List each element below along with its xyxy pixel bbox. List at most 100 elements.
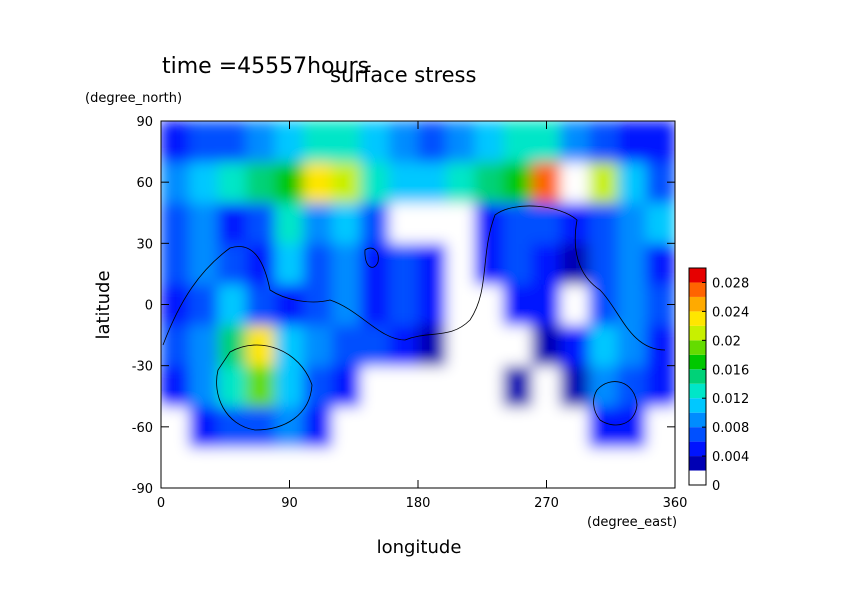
cell xyxy=(388,242,419,285)
cell xyxy=(388,161,419,204)
cell xyxy=(474,202,505,244)
cell xyxy=(503,161,533,204)
cell xyxy=(617,365,647,407)
cell xyxy=(161,121,191,163)
cell xyxy=(474,121,505,163)
cell xyxy=(588,283,619,326)
cell xyxy=(446,446,476,488)
colorbar-swatch xyxy=(689,427,706,442)
cell xyxy=(417,283,448,326)
cell xyxy=(503,242,533,285)
colorbar-swatch xyxy=(689,441,706,457)
cell xyxy=(274,324,305,367)
colorbar-tick-label: 0.028 xyxy=(712,276,749,291)
cells xyxy=(161,121,675,488)
cell xyxy=(331,283,362,326)
cell xyxy=(388,202,419,244)
cell xyxy=(474,405,505,448)
cell xyxy=(588,161,619,204)
cell xyxy=(645,121,675,163)
colorbar-swatch xyxy=(689,354,706,370)
colorbar-swatch xyxy=(689,325,706,341)
cell xyxy=(474,446,505,488)
y-tick-label: -30 xyxy=(132,360,153,375)
cell xyxy=(274,283,305,326)
cell xyxy=(417,202,448,244)
cell xyxy=(474,324,505,367)
cell xyxy=(360,121,390,163)
cell xyxy=(446,202,476,244)
cell xyxy=(645,324,675,367)
y-axis-label: latitude xyxy=(93,270,114,339)
colorbar-swatch xyxy=(689,296,706,312)
cell xyxy=(417,365,448,407)
colorbar-swatch xyxy=(689,340,706,355)
x-tick-label: 360 xyxy=(663,496,688,511)
cell xyxy=(274,365,305,407)
cell xyxy=(189,405,219,448)
cell xyxy=(274,405,305,448)
cell xyxy=(246,283,276,326)
cell xyxy=(331,405,362,448)
cell xyxy=(531,161,562,204)
cell xyxy=(446,324,476,367)
colorbar: 0 0.004 0.008 0.012 0.016 0.02 0.024 0.028 xyxy=(688,267,749,494)
cell xyxy=(417,324,448,367)
cell xyxy=(617,242,647,285)
cell xyxy=(161,365,191,407)
cell xyxy=(503,405,533,448)
colorbar-swatch xyxy=(689,398,706,413)
cell xyxy=(161,242,191,285)
cell xyxy=(331,446,362,488)
cell xyxy=(503,202,533,244)
colorbar-swatch xyxy=(689,282,706,297)
cell xyxy=(560,121,590,163)
cell xyxy=(331,121,362,163)
cell xyxy=(388,121,419,163)
cell xyxy=(417,446,448,488)
cell xyxy=(588,324,619,367)
cell xyxy=(303,242,333,285)
colorbar-tick-label: 0.004 xyxy=(712,450,749,465)
cell xyxy=(645,242,675,285)
cell xyxy=(560,242,590,285)
cell xyxy=(217,365,248,407)
cell xyxy=(503,365,533,407)
cell xyxy=(303,283,333,326)
colorbar-swatch xyxy=(689,311,706,326)
cell xyxy=(303,446,333,488)
cell xyxy=(189,121,219,163)
cell xyxy=(217,283,248,326)
cell xyxy=(446,365,476,407)
cell xyxy=(360,242,390,285)
cell xyxy=(560,365,590,407)
coastline xyxy=(216,344,313,431)
cell xyxy=(189,202,219,244)
cell xyxy=(617,202,647,244)
cell xyxy=(217,405,248,448)
cell xyxy=(446,121,476,163)
cell xyxy=(331,324,362,367)
cell xyxy=(588,202,619,244)
cell xyxy=(417,161,448,204)
cell xyxy=(360,405,390,448)
cell xyxy=(189,365,219,407)
cell xyxy=(246,121,276,163)
cell xyxy=(474,161,505,204)
cell xyxy=(446,283,476,326)
cell xyxy=(274,161,305,204)
cell xyxy=(246,446,276,488)
cell xyxy=(217,324,248,367)
colorbar-swatch xyxy=(689,383,706,399)
cell xyxy=(503,324,533,367)
cell xyxy=(560,324,590,367)
cell xyxy=(446,242,476,285)
axes: 0 90 180 270 360 -90 -60 -30 0 30 60 90 xyxy=(132,115,688,511)
cell xyxy=(360,446,390,488)
cell xyxy=(617,324,647,367)
colorbar-swatch xyxy=(689,456,706,471)
coastline xyxy=(162,205,666,351)
cell xyxy=(189,283,219,326)
cell xyxy=(246,365,276,407)
cell xyxy=(531,202,562,244)
